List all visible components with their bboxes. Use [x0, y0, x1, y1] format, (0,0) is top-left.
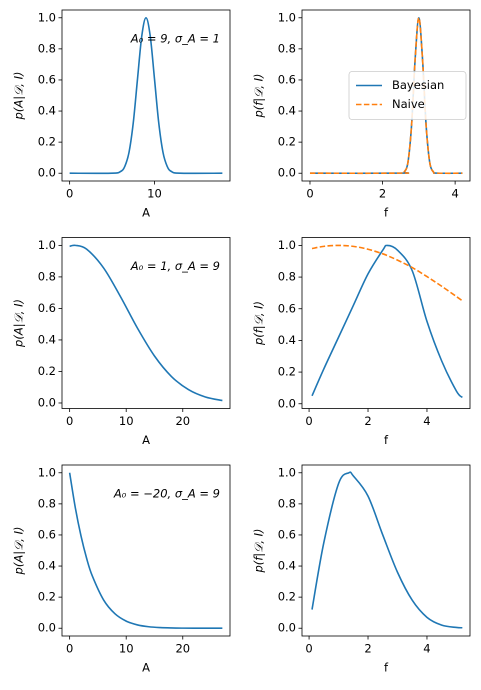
axes-frame — [61, 464, 231, 637]
line-series — [68, 472, 223, 630]
x-tick-label: 20 — [175, 642, 190, 656]
y-axis-label: p(f|𝒟, I) — [252, 528, 266, 573]
subplot: 0 10 20 0.0 0.2 0.4 0.6 0.8 1.0 Ap(A|𝒟, I) A₀ = 1,… — [12, 237, 231, 447]
x-tick-label: 2 — [379, 187, 386, 201]
y-tick-label: 0.4 — [38, 332, 56, 346]
y-tick-label: 0.4 — [278, 104, 296, 118]
line-series — [311, 471, 463, 629]
annotation: A₀ = −20, σ_A = 9 — [113, 487, 220, 501]
line-series — [311, 244, 463, 399]
subplot: 0 10 20 0.0 0.2 0.4 0.6 0.8 1.0 Ap(A|𝒟, I) A₀ = −2… — [12, 464, 231, 675]
y-tick-label: 1.0 — [278, 238, 296, 252]
legend: Bayesian Naive — [348, 71, 467, 120]
y-tick-label: 0.0 — [278, 621, 296, 635]
y-tick-label: 0.6 — [278, 72, 296, 86]
x-tick-label: 10 — [119, 414, 134, 428]
x-axis-label: A — [142, 206, 150, 220]
line-series — [309, 16, 463, 175]
y-tick-label: 0.6 — [278, 301, 296, 315]
y-tick-label: 0.4 — [278, 559, 296, 573]
x-tick-label: 4 — [423, 414, 430, 428]
y-tick-label: 0.6 — [38, 72, 56, 86]
y-axis-label: p(A|𝒟, I) — [12, 527, 26, 576]
x-axis-label: A — [142, 433, 150, 447]
x-tick-label: 0 — [66, 414, 73, 428]
subplot: 0 2 4 0.0 0.2 0.4 0.6 0.8 1.0 f p(f|𝒟, I) — [252, 237, 471, 447]
x-tick-label: 0 — [66, 187, 73, 201]
legend-label: Naive — [392, 97, 425, 111]
y-tick-label: 0.0 — [278, 396, 296, 410]
subplot: 0 10 0.0 0.2 0.4 0.6 0.8 1.0 Ap(A|𝒟, I) A₀ = 9, σ… — [12, 9, 231, 220]
axes-frame — [301, 237, 471, 409]
axes-frame — [61, 9, 231, 182]
y-axis-label: p(A|𝒟, I) — [12, 72, 26, 121]
y-tick-label: 1.0 — [278, 465, 296, 479]
y-tick-label: 0.0 — [38, 166, 56, 180]
y-tick-label: 0.2 — [278, 590, 296, 604]
legend-label: Bayesian — [392, 78, 444, 92]
y-tick-label: 0.8 — [278, 496, 296, 510]
x-tick-label: 10 — [119, 642, 134, 656]
x-tick-label: 2 — [364, 642, 371, 656]
y-tick-label: 0.0 — [38, 621, 56, 635]
y-tick-label: 0.2 — [38, 590, 56, 604]
y-tick-label: 0.2 — [278, 365, 296, 379]
y-tick-label: 0.4 — [38, 559, 56, 573]
y-tick-label: 0.0 — [38, 395, 56, 409]
y-tick-label: 0.6 — [38, 301, 56, 315]
y-tick-label: 0.2 — [38, 364, 56, 378]
y-tick-label: 1.0 — [278, 10, 296, 24]
subplot: 0 2 4 0.0 0.2 0.4 0.6 0.8 1.0 f p(f|𝒟, I) Bayesian N… — [252, 9, 471, 220]
x-axis-label: f — [384, 661, 389, 675]
x-tick-label: 0 — [305, 414, 312, 428]
annotation: A₀ = 9, σ_A = 1 — [130, 32, 220, 46]
x-tick-label: 0 — [305, 642, 312, 656]
legend-frame — [348, 71, 467, 120]
y-tick-label: 0.2 — [38, 135, 56, 149]
x-axis-label: f — [384, 206, 389, 220]
y-tick-label: 0.8 — [278, 270, 296, 284]
x-tick-label: 2 — [364, 414, 371, 428]
y-tick-label: 0.4 — [278, 333, 296, 347]
line-series — [69, 244, 223, 402]
line-series — [69, 16, 223, 175]
x-tick-label: 4 — [451, 187, 458, 201]
y-tick-label: 1.0 — [38, 465, 56, 479]
x-tick-label: 4 — [423, 642, 430, 656]
y-tick-label: 0.8 — [38, 496, 56, 510]
y-tick-label: 1.0 — [38, 10, 56, 24]
y-axis-label: p(f|𝒟, I) — [252, 73, 266, 118]
y-tick-label: 0.6 — [38, 527, 56, 541]
x-tick-label: 20 — [175, 414, 190, 428]
y-tick-label: 0.6 — [278, 527, 296, 541]
x-axis-label: A — [142, 661, 150, 675]
y-axis-label: p(A|𝒟, I) — [12, 299, 26, 348]
x-axis-label: f — [384, 433, 389, 447]
y-axis-label: p(f|𝒟, I) — [252, 301, 266, 346]
y-tick-label: 0.4 — [38, 104, 56, 118]
annotation: A₀ = 1, σ_A = 9 — [130, 259, 220, 273]
subplot: 0 2 4 0.0 0.2 0.4 0.6 0.8 1.0 f p(f|𝒟, I) — [252, 464, 471, 675]
y-tick-label: 0.0 — [278, 166, 296, 180]
y-tick-label: 0.2 — [278, 135, 296, 149]
y-tick-label: 0.8 — [38, 269, 56, 283]
y-tick-label: 1.0 — [38, 238, 56, 252]
y-tick-label: 0.8 — [278, 41, 296, 55]
axes-frame — [301, 464, 471, 637]
x-tick-label: 10 — [147, 187, 162, 201]
line-series — [311, 244, 463, 302]
x-tick-label: 0 — [306, 187, 313, 201]
axes-frame — [301, 9, 471, 182]
y-tick-label: 0.8 — [38, 41, 56, 55]
x-tick-label: 0 — [66, 642, 73, 656]
axes-frame — [61, 237, 231, 409]
